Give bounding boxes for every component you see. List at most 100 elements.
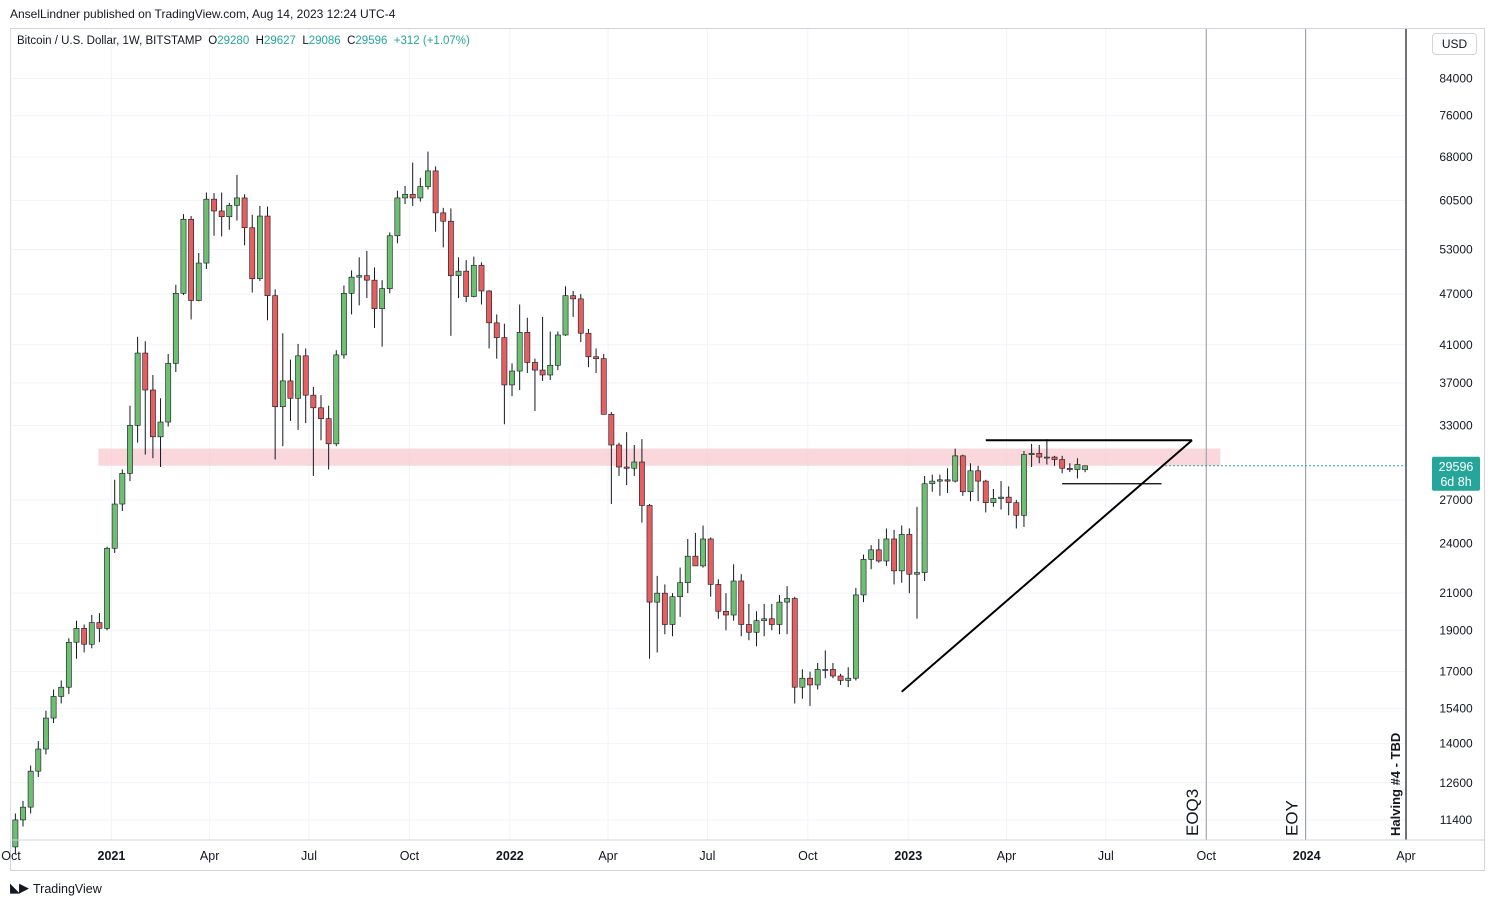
candle-body (27, 770, 34, 808)
candle-body (127, 425, 133, 474)
candle-body (723, 610, 729, 616)
candle-body (88, 622, 95, 645)
candle-body (394, 197, 401, 237)
candle-body (914, 572, 920, 575)
candle-body (447, 220, 454, 276)
candle-body (669, 596, 676, 625)
candle-body (1036, 453, 1043, 458)
resistance-zone-band (98, 448, 1221, 466)
symbol-name: Bitcoin / U.S. Dollar, 1W, BITSTAMP (17, 35, 202, 47)
candle (440, 207, 447, 248)
candle-body (234, 197, 240, 206)
candle (134, 336, 141, 443)
candle (631, 445, 638, 476)
candle (104, 546, 110, 631)
candle (195, 253, 202, 302)
candle-body (768, 618, 775, 625)
candle (1021, 450, 1027, 527)
candle (845, 667, 852, 688)
candle (111, 479, 118, 553)
candle (493, 314, 500, 359)
candle-body (684, 555, 691, 584)
candle-body (249, 227, 256, 279)
candle (264, 206, 271, 321)
candle-body (761, 618, 768, 621)
ascending-support-line (901, 439, 1193, 693)
candle (1082, 465, 1088, 473)
candle (921, 475, 928, 581)
candle-body (631, 461, 638, 469)
candle (875, 538, 882, 563)
candle (310, 386, 317, 476)
candle-body (1043, 456, 1050, 459)
candle-body (852, 594, 859, 679)
candle-body (1013, 502, 1020, 516)
publisher-caption: AnselLindner published on TradingView.co… (10, 7, 396, 21)
candle (1036, 445, 1043, 464)
candle-body (165, 363, 172, 423)
candle (807, 671, 813, 706)
candle (65, 638, 72, 695)
candle (1028, 443, 1035, 468)
candle (417, 177, 424, 202)
candle-body (707, 538, 714, 585)
candle (707, 537, 714, 597)
vertical-marker-label: Halving #4 - TBD (1388, 733, 1403, 836)
candle-body (692, 555, 699, 567)
y-tick-label: 84000 (1439, 72, 1473, 86)
candle (539, 316, 546, 381)
candle-body (822, 669, 829, 671)
candle-body (463, 270, 470, 297)
x-tick-label: Jul (699, 849, 715, 863)
x-tick-label: Apr (1396, 849, 1415, 863)
y-tick-label: 24000 (1439, 537, 1473, 551)
currency-button[interactable]: USD (1432, 33, 1477, 55)
candle (814, 662, 821, 690)
candle-body (455, 270, 462, 276)
candle (50, 689, 57, 724)
candle (669, 593, 676, 637)
candle-body (868, 549, 875, 560)
candle-body (524, 332, 531, 363)
candle (791, 596, 798, 704)
candle (998, 481, 1004, 510)
candle-body (700, 538, 706, 567)
candle-body (654, 592, 661, 603)
candle-body (73, 628, 80, 643)
candle (35, 741, 42, 777)
candle-body (195, 262, 202, 301)
y-tick-label: 53000 (1439, 243, 1473, 257)
candle (142, 341, 149, 455)
candle (562, 286, 569, 336)
candle-body (623, 466, 630, 469)
candle-body (570, 295, 577, 300)
bar-countdown: 6d 8h (1440, 475, 1471, 489)
candle-body (883, 538, 890, 562)
candle (952, 448, 959, 483)
candle (256, 205, 263, 281)
candle-body (43, 717, 49, 750)
candle-body (1059, 459, 1066, 469)
candle-body (81, 628, 88, 645)
candle (1059, 455, 1066, 474)
candle-body (837, 675, 844, 681)
candle-body (1066, 467, 1073, 470)
candle-body (333, 354, 340, 445)
brand-label: TradingView (33, 881, 102, 896)
candle-body (998, 496, 1004, 499)
candle (868, 545, 875, 570)
candle (600, 353, 607, 415)
tradingview-brand[interactable]: ◣▶ TradingView (10, 881, 102, 896)
candle (226, 202, 233, 230)
candle (768, 603, 775, 631)
candle (570, 290, 577, 317)
x-tick-label: Oct (798, 849, 818, 863)
candle-body (1021, 454, 1027, 516)
vertical-markers: EOQ3 EOY Halving #4 - TBD (1183, 29, 1403, 840)
candle-body (432, 170, 439, 214)
candle-body (104, 547, 110, 629)
candle (929, 474, 936, 492)
candle-body (784, 598, 790, 603)
